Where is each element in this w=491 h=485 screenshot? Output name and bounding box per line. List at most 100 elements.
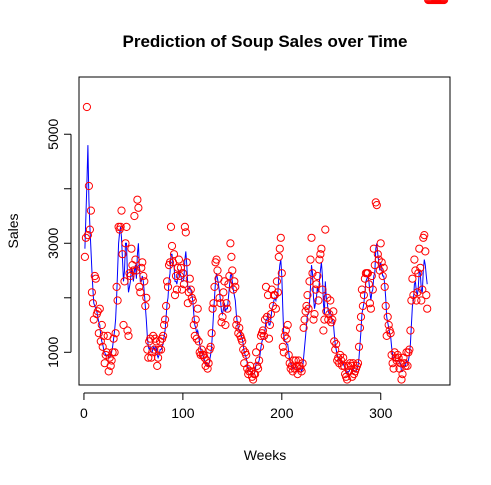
- observed-sales-point: [252, 348, 261, 357]
- observed-sales-point: [330, 337, 339, 346]
- observed-sales-point: [283, 320, 292, 330]
- observed-sales-point: [422, 291, 431, 300]
- observed-sales-point: [179, 280, 188, 289]
- observed-sales-point: [320, 315, 329, 324]
- observed-sales-point: [331, 345, 340, 354]
- observed-sales-point: [355, 323, 365, 332]
- observed-sales-point: [381, 301, 390, 311]
- observed-sales-point: [417, 296, 426, 305]
- observed-sales-point: [226, 239, 235, 248]
- observed-sales-point: [98, 342, 107, 351]
- observed-sales-point: [132, 266, 141, 275]
- observed-sales-point: [379, 263, 388, 272]
- observed-sales-point: [260, 315, 270, 324]
- observed-sales-point: [93, 307, 102, 316]
- chart-title: Prediction of Soup Sales over Time: [123, 32, 408, 51]
- observed-sales-point: [315, 255, 324, 264]
- observed-sales-point: [193, 304, 202, 313]
- observed-sales-point: [215, 293, 224, 302]
- observed-sales-point: [328, 315, 337, 324]
- observed-sales-point: [83, 231, 93, 240]
- observed-sales-point: [81, 233, 91, 242]
- observed-sales-point: [153, 361, 162, 370]
- x-tick-label: 300: [369, 405, 393, 421]
- observed-sales-point: [359, 291, 368, 300]
- observed-sales-point: [377, 258, 386, 267]
- observed-sales-point: [413, 288, 422, 297]
- observed-sales-point: [140, 277, 149, 286]
- observed-sales-point: [354, 342, 364, 351]
- observed-sales-point: [314, 296, 323, 305]
- observed-sales-point: [109, 334, 118, 343]
- observed-sales-point: [386, 329, 395, 338]
- observed-sales-point: [280, 331, 289, 340]
- observed-sales-point: [113, 296, 122, 305]
- observed-sales-point: [171, 271, 181, 281]
- observed-sales-point: [274, 252, 283, 261]
- observed-sales-point: [279, 348, 288, 357]
- observed-sales-point: [364, 280, 373, 289]
- observed-sales-point: [159, 331, 168, 340]
- observed-sales-point: [308, 269, 317, 278]
- observed-sales-point: [384, 320, 393, 330]
- observed-sales-point: [421, 247, 430, 256]
- y-tick-label: 5000: [45, 118, 61, 149]
- observed-sales-point: [110, 348, 119, 357]
- observed-sales-point: [347, 361, 356, 370]
- observed-sales-point: [410, 255, 419, 264]
- observed-sales-point: [207, 329, 216, 338]
- observed-sales-point: [255, 356, 264, 365]
- observed-sales-point: [183, 299, 192, 308]
- observed-sales-point: [178, 269, 187, 278]
- observed-sales-point: [188, 296, 197, 305]
- observed-sales-point: [344, 361, 353, 370]
- observed-sales-point: [142, 293, 151, 302]
- observed-sales-point: [95, 304, 104, 313]
- observed-sales-point: [117, 206, 126, 215]
- observed-sales-point: [230, 277, 239, 286]
- observed-sales-point: [368, 285, 377, 294]
- observed-sales-point: [313, 271, 322, 281]
- observed-sales-point: [197, 345, 206, 354]
- observed-sales-point: [242, 350, 251, 360]
- observed-sales-point: [89, 315, 98, 324]
- observed-sales-point: [202, 356, 211, 365]
- observed-sales-point: [291, 356, 300, 365]
- observed-sales-point: [407, 296, 416, 305]
- observed-sales-point: [88, 299, 98, 308]
- observed-sales-point: [405, 345, 414, 354]
- observed-sales-point: [324, 315, 333, 324]
- observed-sales-point: [258, 326, 268, 335]
- observed-sales-point: [163, 282, 173, 291]
- observed-sales-point: [378, 271, 387, 281]
- observed-sales-point: [160, 320, 169, 330]
- observed-sales-point: [121, 239, 130, 248]
- observed-sales-point: [174, 255, 183, 264]
- observed-sales-point: [408, 274, 417, 283]
- observed-sales-point: [216, 299, 225, 308]
- observed-sales-point: [403, 361, 412, 370]
- observed-sales-point: [162, 301, 171, 311]
- observed-sales-point: [213, 266, 222, 275]
- observed-sales-point: [277, 269, 286, 278]
- observed-sales-point: [307, 233, 316, 242]
- observed-sales-point: [176, 263, 185, 272]
- observed-sales-point: [374, 255, 383, 264]
- observed-sales-point: [172, 285, 181, 294]
- observed-sales-point: [390, 348, 399, 357]
- observed-sales-point: [107, 356, 116, 365]
- observed-sales-point: [397, 375, 406, 384]
- x-tick-label: 200: [270, 405, 294, 421]
- observed-sales-point: [249, 375, 258, 384]
- observed-sales-point: [104, 367, 113, 376]
- observed-sales-point: [357, 285, 366, 294]
- observed-sales-point: [185, 274, 194, 283]
- observed-sales-point: [163, 277, 172, 286]
- observed-sales-point: [304, 304, 313, 313]
- observed-sales-point: [370, 261, 379, 270]
- observed-sales-point: [177, 285, 186, 294]
- observed-sales-point: [173, 263, 182, 272]
- observed-sales-point: [270, 291, 279, 300]
- observed-sales-point: [238, 337, 247, 346]
